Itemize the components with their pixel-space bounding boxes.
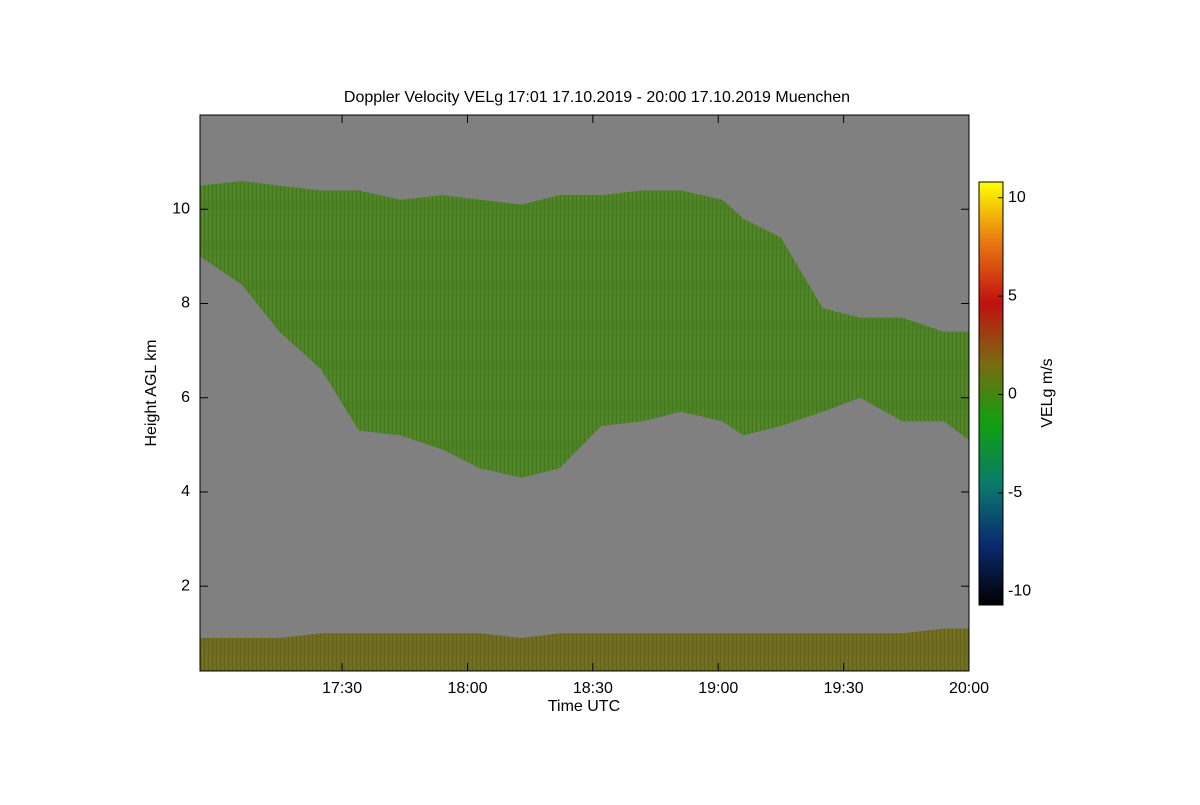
- echo-texture: [200, 628, 969, 671]
- colorbar: [978, 181, 1004, 606]
- echo-texture: [200, 181, 969, 478]
- x-tick-label: 17:30: [322, 680, 362, 697]
- x-tick-label: 19:30: [824, 680, 864, 697]
- plot-frame: [199, 114, 970, 672]
- y-tick-label: 4: [181, 483, 190, 500]
- colorbar-tick-label: 10: [1008, 189, 1026, 206]
- colorbar-tick-label: 0: [1008, 386, 1017, 403]
- y-tick-label: 2: [181, 577, 190, 594]
- x-tick-label: 19:00: [698, 680, 738, 697]
- colorbar-label: VELg m/s: [1039, 358, 1056, 427]
- colorbar-tick-label: 5: [1008, 287, 1017, 304]
- chart-title: Doppler Velocity VELg 17:01 17.10.2019 -…: [344, 89, 850, 106]
- y-tick-label: 6: [181, 389, 190, 406]
- y-tick-label: 8: [181, 295, 190, 312]
- x-tick-label: 18:00: [447, 680, 487, 697]
- y-axis-label: Height AGL km: [143, 339, 160, 446]
- colorbar-tick-label: -10: [1008, 582, 1031, 599]
- x-tick-label: 18:30: [573, 680, 613, 697]
- y-tick-label: 10: [172, 200, 190, 217]
- colorbar-tick-label: -5: [1008, 484, 1022, 501]
- x-axis-label: Time UTC: [548, 698, 620, 715]
- x-tick-label: 20:00: [949, 680, 989, 697]
